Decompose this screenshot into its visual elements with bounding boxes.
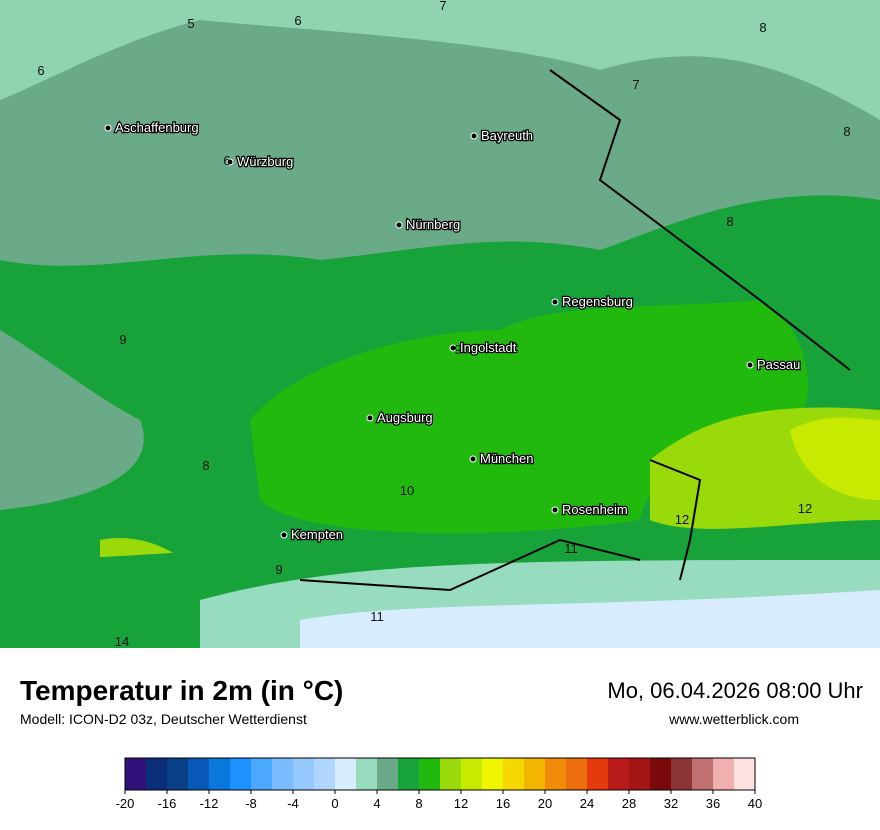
contour-label: 8 [202, 458, 209, 473]
legend-swatch [713, 758, 735, 790]
legend-frame [124, 757, 756, 791]
legend-swatch [146, 758, 168, 790]
legend-swatch [482, 758, 504, 790]
legend-swatch [398, 758, 420, 790]
legend-swatch [461, 758, 483, 790]
contour-label: 6 [294, 13, 301, 28]
legend-swatch [335, 758, 357, 790]
legend-swatch [629, 758, 651, 790]
city-label: Augsburg [377, 410, 433, 425]
title: Temperatur in 2m (in °C) [20, 675, 343, 706]
city-dot [280, 531, 288, 539]
legend-swatch [587, 758, 609, 790]
contour-label: 10 [400, 483, 414, 498]
legend-swatch [545, 758, 567, 790]
contour-label: 6 [223, 153, 230, 168]
legend-swatch [377, 758, 399, 790]
legend-swatch [671, 758, 693, 790]
legend-swatch [251, 758, 273, 790]
contour-label: 9 [119, 332, 126, 347]
legend-swatch [734, 758, 756, 790]
legend-tick-label: 24 [580, 796, 594, 811]
contour-label: 6 [37, 63, 44, 78]
legend-swatch [125, 758, 147, 790]
legend-tick-label: 0 [331, 796, 338, 811]
footer-bg [0, 648, 880, 830]
city-label: Aschaffenburg [115, 120, 199, 135]
datetime: Mo, 06.04.2026 08:00 Uhr [607, 678, 863, 703]
city-dot [395, 221, 403, 229]
contour-label: 11 [564, 541, 578, 556]
city-label: Ingolstadt [460, 340, 517, 355]
city-label: Nürnberg [406, 217, 460, 232]
legend-swatch [293, 758, 315, 790]
legend-tick-label: -8 [245, 796, 257, 811]
legend-swatch [650, 758, 672, 790]
contour-label: 7 [632, 77, 639, 92]
legend-swatch [167, 758, 189, 790]
contour-label: 11 [370, 609, 384, 624]
contour-label: 8 [843, 124, 850, 139]
legend-swatch [692, 758, 714, 790]
city-label: Regensburg [562, 294, 633, 309]
legend-swatch [314, 758, 336, 790]
legend-tick-label: -12 [200, 796, 219, 811]
contour-label: 12 [798, 501, 812, 516]
map-background [0, 0, 880, 649]
legend-tick-label: 16 [496, 796, 510, 811]
legend-swatch [524, 758, 546, 790]
legend-swatch [209, 758, 231, 790]
city-dot [469, 455, 477, 463]
city-dot [551, 298, 559, 306]
model: Modell: ICON-D2 03z, Deutscher Wetterdie… [20, 711, 307, 727]
contour-label: 8 [726, 214, 733, 229]
legend-tick-label: 36 [706, 796, 720, 811]
contour-label: 9 [275, 562, 282, 577]
city-label: Bayreuth [481, 128, 533, 143]
contour-label: 5 [187, 16, 194, 31]
legend-tick-label: 12 [454, 796, 468, 811]
legend-tick-label: 4 [373, 796, 380, 811]
city-dot [104, 124, 112, 132]
contour-label: 8 [759, 20, 766, 35]
legend-tick-label: 28 [622, 796, 636, 811]
legend-swatch [188, 758, 210, 790]
legend-swatch [419, 758, 441, 790]
legend-swatch [566, 758, 588, 790]
legend-tick-label: -20 [116, 796, 135, 811]
city-label: Kempten [291, 527, 343, 542]
city-dot [226, 158, 234, 166]
city-label: Rosenheim [562, 502, 628, 517]
contour-label: 14 [115, 634, 129, 649]
legend-swatch [440, 758, 462, 790]
city-dot [551, 506, 559, 514]
legend-swatch [356, 758, 378, 790]
legend-tick-label: 8 [415, 796, 422, 811]
city-dot [366, 414, 374, 422]
legend-tick-label: 32 [664, 796, 678, 811]
legend-tick-label: -4 [287, 796, 299, 811]
legend-swatch [503, 758, 525, 790]
legend-swatch [272, 758, 294, 790]
legend-tick-label: -16 [158, 796, 177, 811]
legend-tick-label: 40 [748, 796, 762, 811]
city-dot [449, 344, 457, 352]
contour-label: 9 [454, 342, 461, 357]
contour-label: 7 [439, 0, 446, 13]
city-label: München [480, 451, 533, 466]
legend-swatch [608, 758, 630, 790]
city-label: Passau [757, 357, 800, 372]
contour-label: 12 [675, 512, 689, 527]
city-label: Würzburg [237, 154, 293, 169]
website: www.wetterblick.com [668, 711, 799, 727]
city-dot [746, 361, 754, 369]
city-dot [470, 132, 478, 140]
legend-swatch [230, 758, 252, 790]
legend-tick-label: 20 [538, 796, 552, 811]
